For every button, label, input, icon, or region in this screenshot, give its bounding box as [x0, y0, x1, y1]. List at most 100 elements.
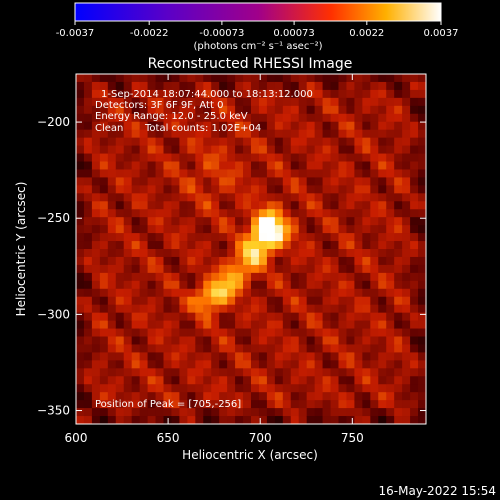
- heatmap-cell: [99, 137, 109, 146]
- heatmap-cell: [410, 312, 419, 321]
- heatmap-cell: [394, 384, 403, 393]
- colorbar-tick-label: -0.0022: [130, 28, 169, 39]
- heatmap-cell: [290, 97, 300, 107]
- heatmap-cell: [235, 161, 244, 170]
- heatmap-cell: [91, 264, 101, 274]
- heatmap-cell: [235, 368, 244, 377]
- heatmap-cell: [227, 360, 236, 369]
- heatmap-cell: [338, 264, 347, 274]
- heatmap-cell: [203, 256, 212, 266]
- heatmap-cell: [410, 89, 419, 99]
- heatmap-cell: [99, 368, 109, 377]
- heatmap-cell: [386, 137, 395, 146]
- heatmap-cell: [219, 288, 228, 298]
- detectors-label: Detectors: 3F 6F 9F, Att 0: [95, 100, 223, 111]
- heatmap-cell: [251, 201, 260, 210]
- heatmap-cell: [147, 368, 156, 377]
- heatmap-cell: [386, 344, 395, 353]
- heatmap-cell: [187, 256, 196, 266]
- heatmap-cell: [91, 169, 101, 178]
- heatmap-cell: [258, 185, 268, 194]
- heatmap-cell: [330, 153, 339, 162]
- heatmap-cell: [418, 177, 427, 186]
- heatmap-cell: [211, 280, 220, 290]
- heatmap-cell: [362, 288, 371, 298]
- heatmap-cell: [314, 113, 323, 123]
- heatmap-cell: [195, 74, 204, 83]
- heatmap-cell: [139, 352, 148, 361]
- heatmap-cell: [298, 344, 308, 353]
- heatmap-cell: [330, 145, 339, 154]
- heatmap-cell: [179, 368, 188, 377]
- heatmap-cell: [203, 225, 212, 234]
- heatmap-cell: [346, 121, 355, 131]
- heatmap-cell: [314, 153, 323, 162]
- heatmap-cell: [115, 304, 125, 314]
- heatmap-cell: [386, 400, 395, 409]
- heatmap-cell: [402, 217, 411, 226]
- heatmap-cell: [338, 376, 347, 385]
- heatmap-cell: [274, 288, 284, 298]
- heatmap-cell: [243, 161, 252, 170]
- heatmap-cell: [76, 121, 85, 131]
- heatmap-cell: [298, 304, 308, 314]
- heatmap-cell: [211, 320, 220, 329]
- heatmap-cell: [282, 328, 292, 337]
- heatmap-cell: [147, 241, 156, 250]
- heatmap-cell: [139, 249, 148, 258]
- heatmap-cell: [91, 368, 101, 377]
- heatmap-cell: [227, 201, 236, 210]
- heatmap-cell: [418, 312, 427, 321]
- heatmap-cell: [179, 352, 188, 361]
- heatmap-cell: [314, 304, 323, 314]
- heatmap-cell: [219, 193, 228, 202]
- heatmap-cell: [171, 74, 180, 83]
- heatmap-cell: [378, 408, 387, 417]
- heatmap-cell: [195, 153, 204, 162]
- heatmap-cell: [179, 280, 188, 290]
- heatmap-cell: [171, 376, 180, 385]
- heatmap-cell: [115, 360, 125, 369]
- heatmap-cell: [346, 400, 355, 409]
- colorbar-tick-label: -0.0037: [56, 28, 95, 39]
- heatmap-cell: [187, 296, 196, 306]
- heatmap-cell: [402, 360, 411, 369]
- heatmap-cell: [251, 97, 260, 107]
- heatmap-cell: [251, 249, 260, 258]
- heatmap-cell: [258, 249, 268, 258]
- heatmap-cell: [258, 280, 268, 290]
- heatmap-cell: [195, 272, 204, 282]
- heatmap-cell: [131, 312, 141, 321]
- heatmap-cell: [306, 416, 316, 425]
- heatmap-cell: [123, 376, 133, 385]
- heatmap-cell: [266, 153, 276, 162]
- heatmap-cell: [91, 137, 101, 146]
- heatmap-cell: [298, 177, 308, 186]
- heatmap-cell: [322, 177, 331, 186]
- heatmap-cell: [322, 296, 331, 306]
- heatmap-cell: [227, 352, 236, 361]
- heatmap-cell: [235, 296, 244, 306]
- heatmap-cell: [171, 193, 180, 202]
- heatmap-cell: [354, 256, 363, 266]
- heatmap-cell: [274, 336, 284, 345]
- heatmap-cell: [171, 185, 180, 194]
- heatmap-cell: [227, 145, 236, 154]
- heatmap-cell: [107, 153, 117, 162]
- heatmap-cell: [76, 296, 85, 306]
- heatmap-cell: [322, 74, 331, 83]
- heatmap-cell: [322, 193, 331, 202]
- heatmap-cell: [91, 241, 101, 250]
- heatmap-cell: [235, 209, 244, 218]
- heatmap-cell: [258, 264, 268, 274]
- heatmap-cell: [235, 392, 244, 401]
- heatmap-cell: [131, 74, 141, 83]
- heatmap-cell: [378, 209, 387, 218]
- heatmap-cell: [258, 288, 268, 298]
- heatmap-cell: [139, 264, 148, 274]
- heatmap-cell: [282, 320, 292, 329]
- heatmap-cell: [76, 193, 85, 202]
- heatmap-cell: [107, 312, 117, 321]
- heatmap-cell: [195, 113, 204, 123]
- heatmap-cell: [131, 368, 141, 377]
